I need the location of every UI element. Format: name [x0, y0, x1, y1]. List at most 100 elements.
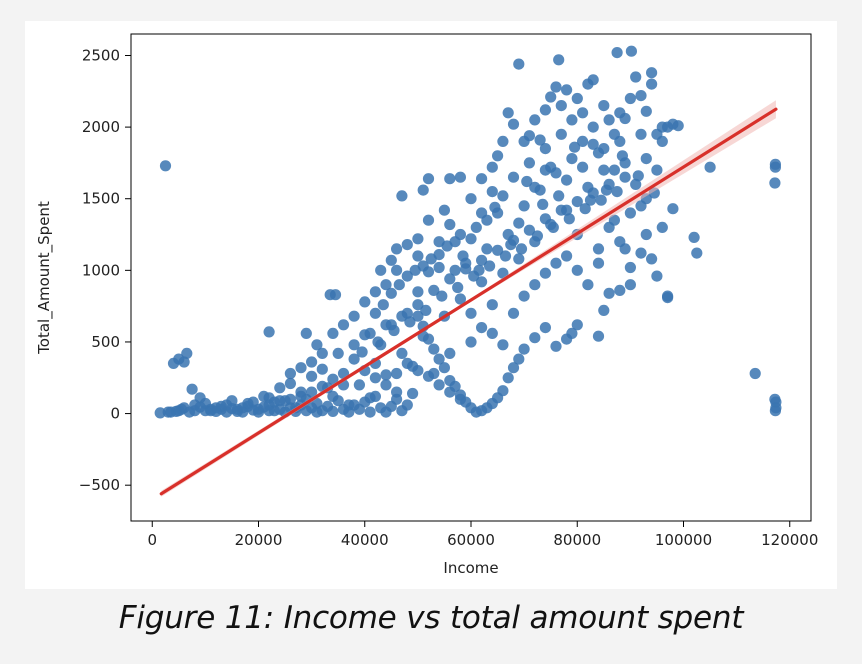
data-point	[691, 247, 703, 259]
data-point	[433, 249, 445, 261]
data-point	[497, 339, 509, 351]
data-point	[640, 153, 652, 165]
data-point	[531, 230, 543, 242]
data-point	[476, 173, 488, 185]
data-point	[513, 58, 525, 70]
data-point	[507, 362, 520, 374]
data-point	[497, 135, 509, 147]
data-point	[598, 100, 610, 112]
data-point	[656, 221, 668, 233]
data-point	[577, 135, 589, 147]
data-point	[454, 171, 466, 183]
data-point	[582, 279, 594, 291]
data-point	[375, 402, 387, 414]
data-point	[391, 367, 403, 380]
data-point	[624, 207, 637, 219]
data-point	[492, 244, 504, 256]
y-tick-label: 0	[110, 405, 120, 423]
x-axis-label: Income	[443, 559, 498, 577]
data-point	[353, 379, 365, 391]
data-point	[348, 353, 360, 365]
data-point	[465, 193, 477, 205]
data-point	[635, 90, 647, 102]
data-point	[603, 178, 615, 190]
data-point	[327, 373, 339, 385]
data-point	[539, 213, 552, 225]
data-point	[454, 393, 466, 405]
data-point	[412, 250, 424, 262]
y-tick-label: 2500	[82, 46, 120, 64]
data-point	[170, 405, 182, 417]
data-point	[518, 200, 530, 212]
data-point	[550, 81, 562, 93]
data-point	[507, 234, 520, 246]
data-point	[619, 112, 631, 125]
data-point	[412, 365, 424, 377]
data-point	[563, 213, 575, 225]
data-point	[523, 157, 535, 169]
data-point	[598, 143, 610, 155]
y-tick-label: 1000	[82, 261, 120, 279]
x-tick-label: 120000	[761, 531, 818, 549]
data-point	[672, 120, 684, 132]
data-point	[555, 128, 567, 140]
data-point	[521, 175, 533, 188]
data-point	[181, 347, 193, 359]
data-point	[465, 307, 477, 319]
data-point	[369, 307, 381, 319]
data-point	[380, 319, 392, 331]
data-point	[492, 150, 504, 162]
data-point	[587, 74, 599, 86]
data-point	[159, 160, 172, 172]
data-point	[553, 190, 565, 202]
data-point	[284, 377, 296, 390]
data-point	[502, 372, 514, 384]
data-point	[550, 257, 562, 269]
data-point	[337, 403, 350, 415]
data-point	[667, 203, 679, 215]
data-point	[518, 290, 530, 302]
data-point	[656, 135, 668, 147]
data-point	[651, 164, 663, 176]
x-tick-label: 20000	[235, 531, 283, 549]
data-point	[611, 186, 623, 198]
data-point	[547, 221, 559, 233]
data-point	[624, 92, 637, 105]
scatter-plot: 0 20000 40000 60000 80000 100000 120000 −500 0 5…	[35, 33, 818, 577]
data-point	[529, 332, 541, 344]
data-point	[444, 347, 456, 359]
data-point	[603, 221, 615, 233]
data-point	[162, 406, 174, 418]
data-point	[444, 386, 456, 398]
data-point	[646, 253, 658, 265]
data-point	[401, 239, 413, 251]
x-tick-label: 60000	[447, 531, 495, 549]
data-point	[624, 279, 637, 291]
data-point	[611, 47, 623, 59]
data-point	[635, 247, 647, 259]
data-point	[391, 264, 403, 276]
data-point	[561, 333, 573, 345]
data-point	[537, 198, 549, 210]
data-point	[571, 92, 583, 105]
data-point	[592, 243, 605, 255]
data-point	[348, 339, 360, 351]
data-point	[300, 327, 312, 339]
data-point	[635, 128, 647, 140]
data-point	[449, 264, 461, 276]
data-point	[539, 322, 552, 334]
data-point	[608, 128, 621, 140]
data-point	[476, 322, 488, 334]
x-tick-label: 0	[147, 531, 157, 549]
data-point	[412, 310, 424, 322]
data-point	[393, 279, 405, 291]
data-point	[306, 386, 318, 398]
data-point	[624, 261, 637, 274]
data-point	[417, 184, 429, 196]
data-point	[625, 45, 638, 57]
data-point	[460, 263, 472, 275]
data-point	[539, 143, 552, 155]
data-point	[614, 236, 626, 248]
data-point	[369, 390, 381, 402]
data-point	[640, 105, 652, 117]
